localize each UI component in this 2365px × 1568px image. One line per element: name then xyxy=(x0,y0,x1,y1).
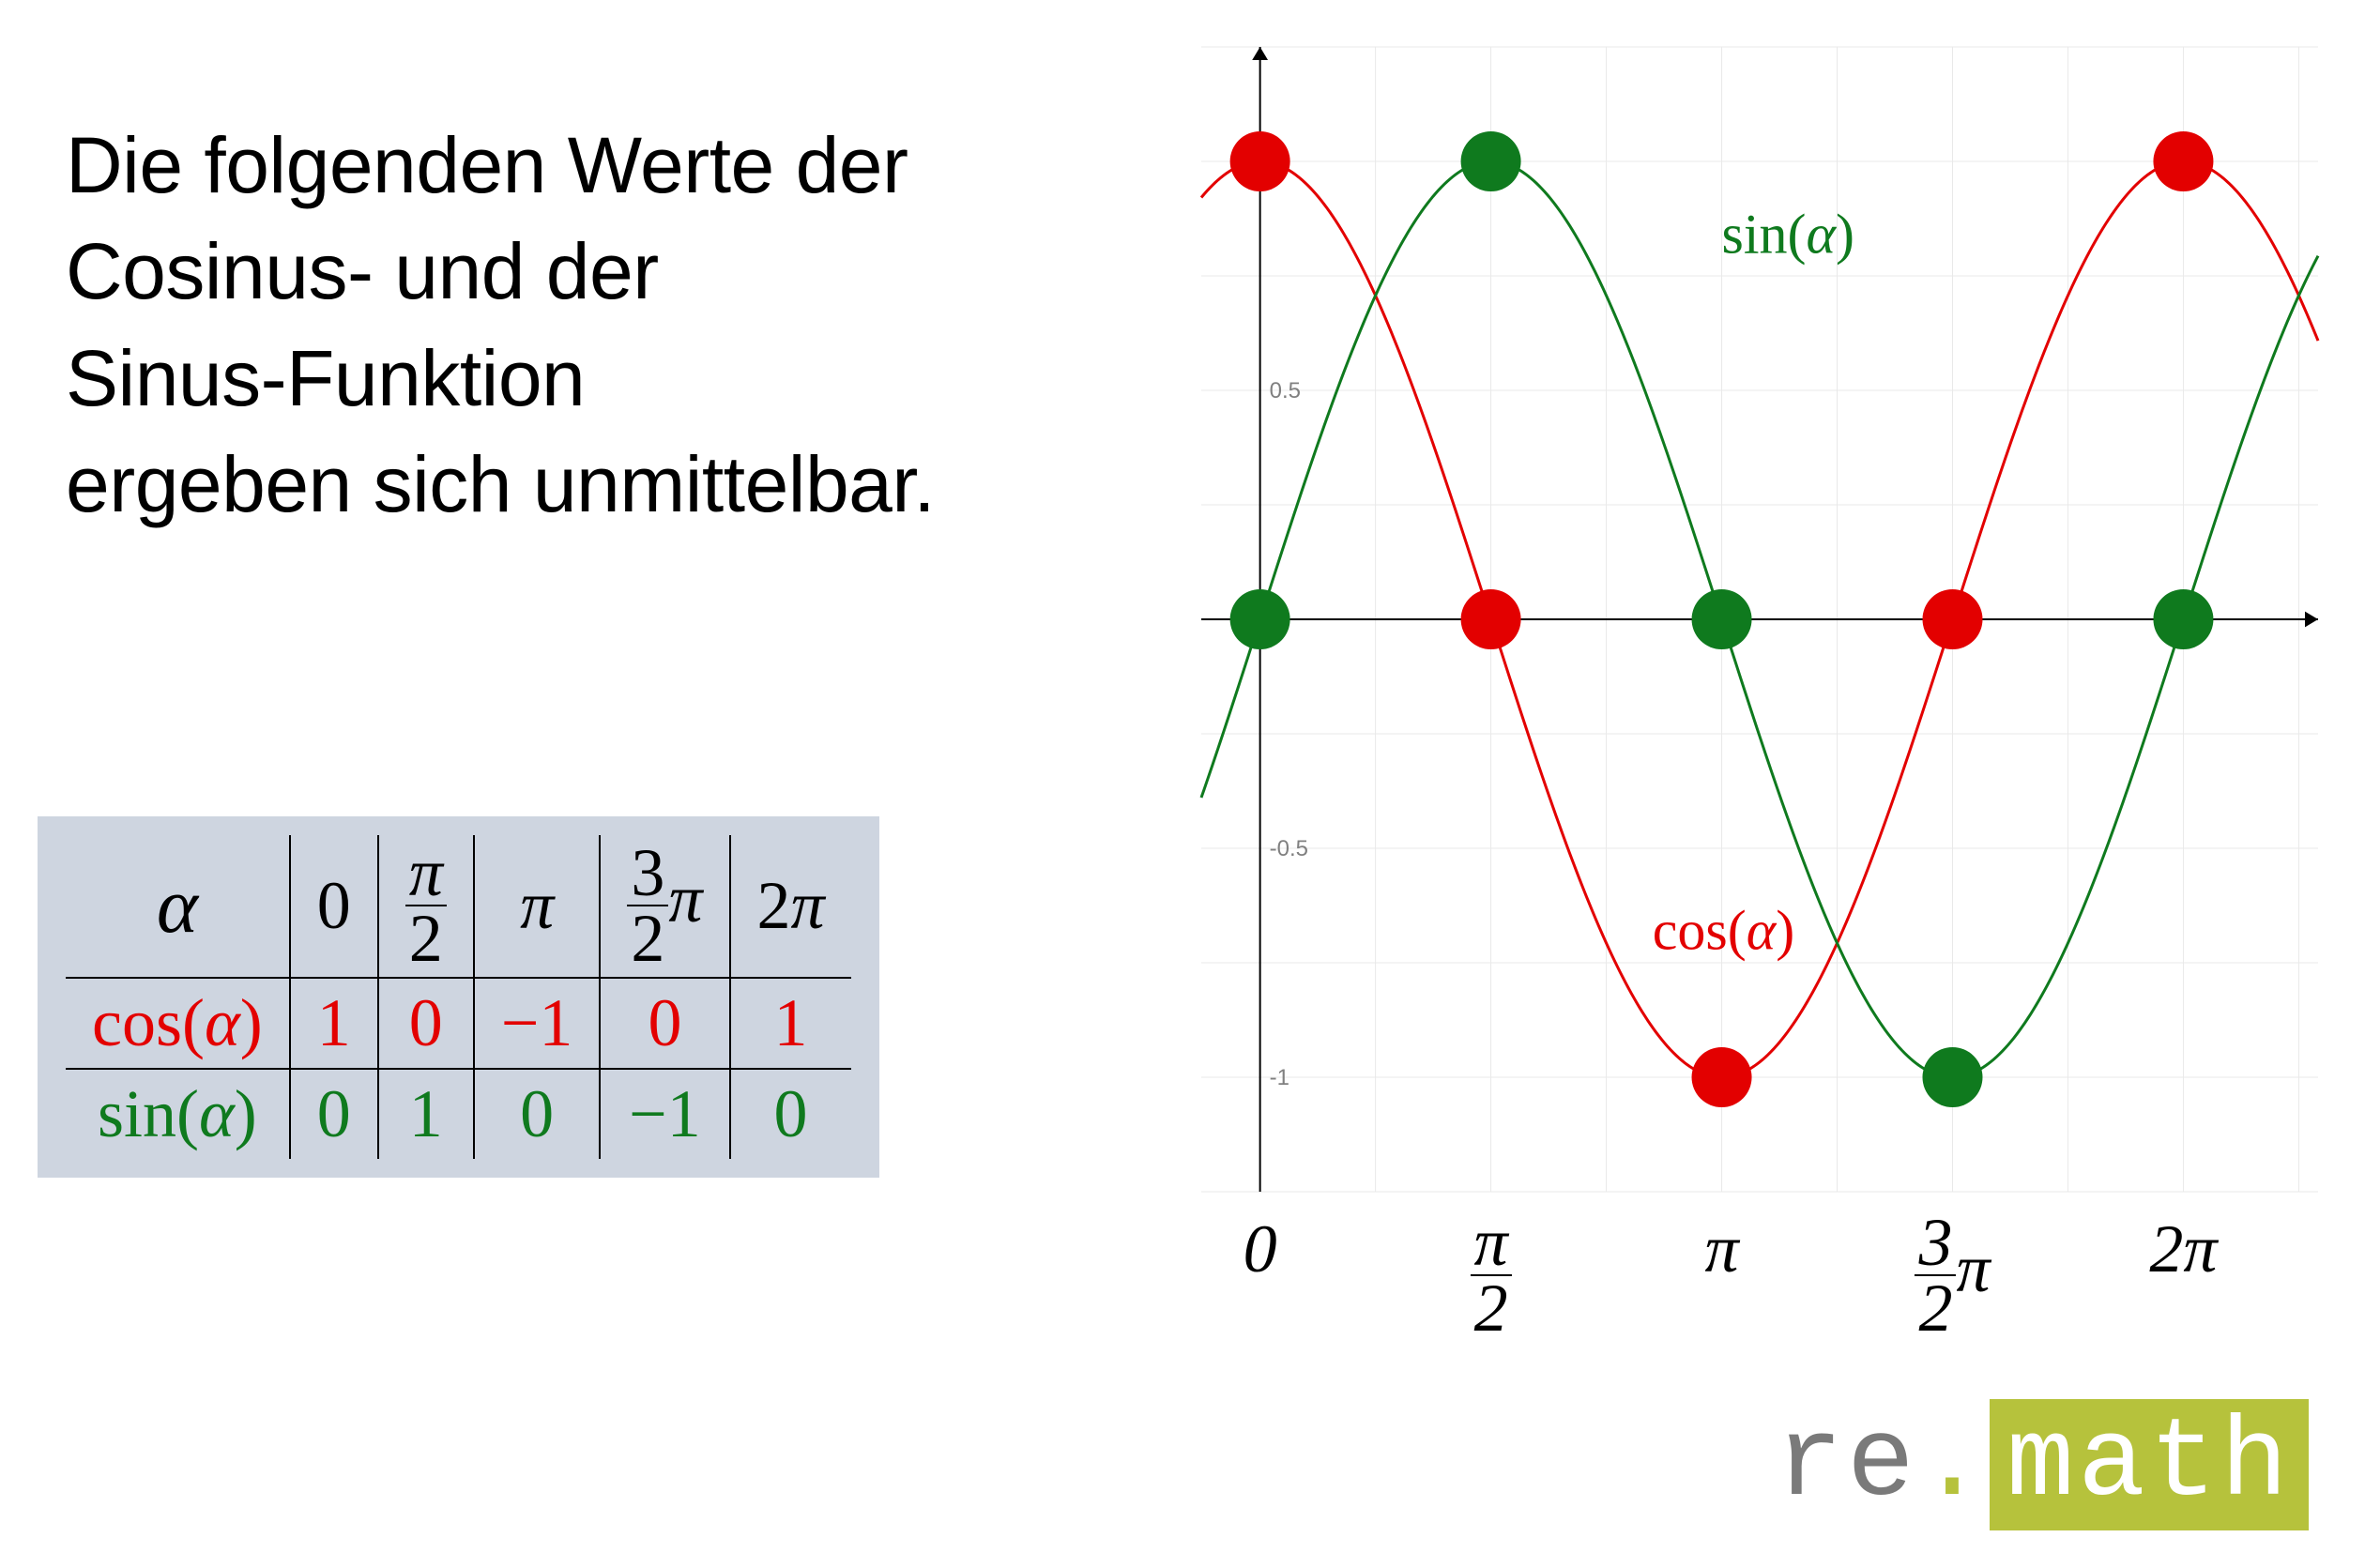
table-row-sin: sin(α) 0 1 0 −1 0 xyxy=(66,1069,851,1159)
intro-text: Die folgenden Werte der Cosinus- und der… xyxy=(66,113,935,539)
logo: re.math xyxy=(1776,1399,2309,1530)
svg-text:cos(α): cos(α) xyxy=(1653,899,1794,961)
svg-text:-0.5: -0.5 xyxy=(1270,836,1308,861)
cos-v1: 0 xyxy=(378,978,474,1069)
sine-cosine-chart: -1 -0.5 0.5 cos(α) sin(α) xyxy=(1136,28,2337,1210)
intro-line-3: Sinus-Funktion xyxy=(66,326,935,432)
cos-label: cos(α) xyxy=(66,978,290,1069)
values-table: α 0 π2 π 32π 2π cos(α) 1 0 −1 0 1 sin(α)… xyxy=(38,816,879,1178)
sin-v3: −1 xyxy=(600,1069,729,1159)
sin-v1: 1 xyxy=(378,1069,474,1159)
intro-line-1: Die folgenden Werte der xyxy=(66,113,935,219)
header-col-0: 0 xyxy=(290,835,378,978)
x-axis-label: 2π xyxy=(2149,1210,2217,1288)
logo-dot: . xyxy=(1918,1401,1990,1529)
chart-canvas: -1 -0.5 0.5 cos(α) sin(α) xyxy=(1136,28,2337,1210)
header-col-3pi2: 32π xyxy=(600,835,729,978)
cos-v4: 1 xyxy=(730,978,851,1069)
intro-line-4: ergeben sich unmittelbar. xyxy=(66,432,935,538)
sin-v2: 0 xyxy=(474,1069,601,1159)
cos-v2: −1 xyxy=(474,978,601,1069)
values-table-grid: α 0 π2 π 32π 2π cos(α) 1 0 −1 0 1 sin(α)… xyxy=(66,835,851,1159)
svg-text:-1: -1 xyxy=(1270,1065,1289,1090)
table-row-header: α 0 π2 π 32π 2π xyxy=(66,835,851,978)
x-axis-label: π2 xyxy=(1471,1210,1512,1341)
logo-math: math xyxy=(1990,1399,2309,1530)
svg-text:0.5: 0.5 xyxy=(1270,378,1301,403)
page: Die folgenden Werte der Cosinus- und der… xyxy=(0,0,2365,1568)
intro-line-2: Cosinus- und der xyxy=(66,219,935,325)
sin-v4: 0 xyxy=(730,1069,851,1159)
x-axis-label: π xyxy=(1704,1210,1738,1288)
x-axis-label: 32π xyxy=(1915,1210,1990,1341)
logo-re: re xyxy=(1776,1401,1918,1529)
x-axis-labels: 0 π2 π 32π 2π xyxy=(1136,1210,2337,1417)
header-col-2pi: 2π xyxy=(730,835,851,978)
x-axis-label: 0 xyxy=(1244,1210,1277,1288)
header-col-pi2: π2 xyxy=(378,835,474,978)
cos-v0: 1 xyxy=(290,978,378,1069)
svg-text:sin(α): sin(α) xyxy=(1722,204,1854,266)
header-alpha: α xyxy=(66,835,290,978)
cos-v3: 0 xyxy=(600,978,729,1069)
header-col-pi: π xyxy=(474,835,601,978)
sin-v0: 0 xyxy=(290,1069,378,1159)
table-row-cos: cos(α) 1 0 −1 0 1 xyxy=(66,978,851,1069)
sin-label: sin(α) xyxy=(66,1069,290,1159)
